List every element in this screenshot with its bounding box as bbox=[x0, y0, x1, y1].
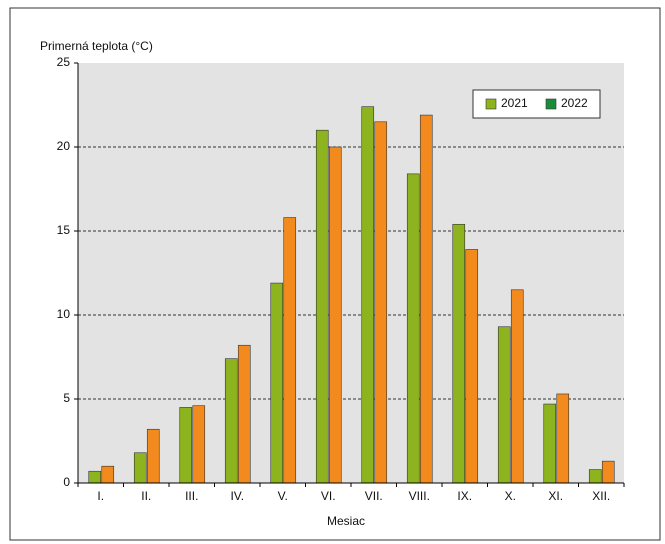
bar bbox=[283, 217, 297, 484]
legend-label: 2022 bbox=[561, 96, 588, 110]
bar bbox=[179, 407, 193, 484]
bar bbox=[192, 405, 206, 484]
x-axis-label: Mesiac bbox=[327, 514, 365, 528]
x-tick-label: VII. bbox=[365, 489, 383, 503]
x-tick-label: XII. bbox=[592, 489, 610, 503]
bar bbox=[497, 326, 511, 484]
bar bbox=[88, 470, 102, 484]
x-tick-label: VI. bbox=[321, 489, 336, 503]
x-tick-label: IV. bbox=[230, 489, 244, 503]
y-tick-label: 25 bbox=[57, 55, 71, 69]
y-tick-label: 0 bbox=[63, 475, 70, 489]
y-axis-label: Primerná teplota (°C) bbox=[40, 39, 153, 53]
bar bbox=[315, 129, 329, 484]
x-tick-label: II. bbox=[141, 489, 151, 503]
bar bbox=[543, 403, 557, 484]
bar bbox=[133, 452, 147, 484]
bar bbox=[510, 289, 524, 484]
bar bbox=[328, 146, 342, 484]
y-tick-label: 10 bbox=[57, 307, 71, 321]
bar bbox=[406, 173, 420, 484]
bar bbox=[101, 465, 115, 484]
x-tick-label: V. bbox=[278, 489, 288, 503]
y-tick-label: 20 bbox=[57, 139, 71, 153]
legend-swatch bbox=[485, 98, 497, 110]
bar bbox=[452, 223, 466, 484]
x-tick-label: X. bbox=[505, 489, 516, 503]
y-tick-label: 5 bbox=[63, 391, 70, 405]
bar bbox=[556, 393, 570, 484]
bar bbox=[588, 469, 602, 484]
x-tick-label: III. bbox=[185, 489, 198, 503]
bar bbox=[419, 114, 433, 484]
legend-label: 2021 bbox=[501, 96, 528, 110]
x-tick-label: VIII. bbox=[409, 489, 430, 503]
bar bbox=[146, 428, 160, 484]
bar bbox=[224, 358, 238, 484]
bar bbox=[270, 282, 284, 484]
bar bbox=[361, 106, 375, 484]
y-tick-label: 15 bbox=[57, 223, 71, 237]
bar bbox=[374, 121, 388, 484]
x-tick-label: XI. bbox=[548, 489, 563, 503]
bar bbox=[237, 344, 251, 484]
bar bbox=[465, 249, 479, 484]
bar bbox=[601, 460, 615, 484]
x-tick-label: I. bbox=[97, 489, 104, 503]
legend-swatch bbox=[545, 98, 557, 110]
plot-area bbox=[78, 63, 624, 483]
x-tick-label: IX. bbox=[457, 489, 472, 503]
